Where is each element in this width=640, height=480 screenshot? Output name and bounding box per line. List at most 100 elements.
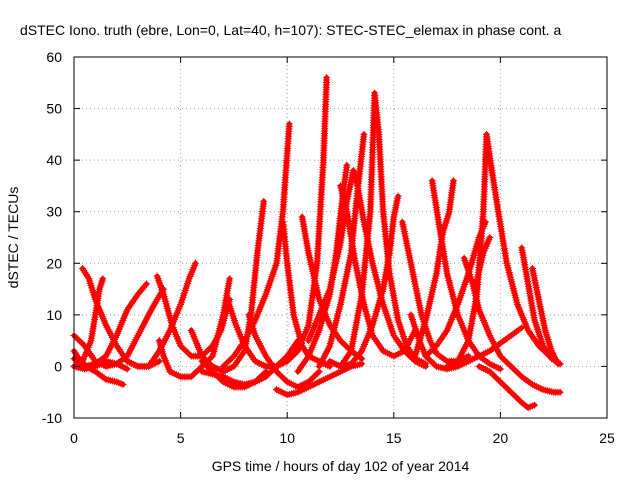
data-point-marker (434, 351, 442, 359)
data-point-marker (509, 330, 517, 338)
data-point-marker (489, 371, 497, 379)
x-tick-label: 5 (177, 430, 185, 446)
data-point-marker (518, 373, 526, 381)
data-point-marker (312, 371, 320, 379)
y-tick-label: 20 (46, 255, 62, 271)
data-point-marker (498, 380, 506, 388)
data-point-marker (482, 357, 490, 365)
data-point-marker (274, 369, 282, 377)
data-point-marker (425, 349, 433, 357)
data-point-marker (155, 357, 163, 365)
data-point-marker (516, 371, 524, 379)
data-point-marker (203, 347, 211, 355)
y-tick-label: 10 (46, 307, 62, 323)
y-tick-label: 30 (46, 204, 62, 220)
data-points (70, 74, 564, 412)
data-point-marker (223, 359, 231, 367)
data-point-marker (187, 373, 195, 381)
data-point-marker (313, 369, 321, 377)
data-point-marker (486, 234, 494, 241)
data-point-marker (285, 120, 293, 128)
y-tick-label: -10 (42, 410, 62, 426)
data-point-marker (99, 275, 107, 283)
data-point-marker (358, 355, 366, 363)
data-point-marker (138, 285, 146, 293)
data-point-marker (479, 355, 487, 363)
data-point-marker (511, 366, 519, 374)
data-point-marker (531, 401, 539, 409)
data-point-marker (180, 345, 188, 353)
data-point-marker (182, 347, 190, 355)
data-point-marker (200, 359, 208, 367)
y-axis-ticks: -10 0 10 20 30 40 50 60 (42, 49, 607, 426)
data-point-marker (507, 362, 515, 370)
data-point-marker (505, 333, 513, 341)
data-point-marker (500, 356, 508, 364)
y-tick-label: 40 (46, 152, 62, 168)
data-point-marker (424, 350, 432, 358)
data-point-marker (340, 340, 348, 348)
data-point-marker (140, 283, 148, 291)
data-point-marker (523, 377, 531, 385)
data-point-marker (178, 344, 186, 352)
data-point-marker (262, 373, 270, 381)
x-tick-label: 20 (493, 430, 509, 446)
data-point-marker (281, 376, 289, 384)
data-point-marker (498, 338, 506, 346)
data-point-marker (191, 369, 199, 377)
data-point-marker (264, 371, 272, 379)
data-point-marker (488, 369, 496, 377)
data-point-marker (278, 373, 286, 381)
data-point-marker (198, 357, 206, 365)
y-tick-label: 60 (46, 49, 62, 65)
data-point-marker (507, 331, 515, 339)
x-tick-label: 10 (279, 430, 295, 446)
data-point-marker (226, 275, 234, 283)
x-tick-label: 25 (599, 430, 615, 446)
data-point-marker (519, 374, 527, 382)
data-point-marker (436, 352, 444, 360)
data-point-marker (210, 369, 218, 377)
data-point-marker (514, 326, 522, 334)
data-point-marker (276, 371, 284, 379)
data-point-marker (422, 360, 430, 368)
data-point-marker (228, 354, 236, 362)
y-axis-label: dSTEC / TECUs (5, 187, 21, 289)
data-point-marker (441, 356, 449, 364)
data-point-marker (500, 381, 508, 389)
data-point-marker (525, 378, 533, 386)
data-point-marker (495, 376, 503, 384)
data-point-marker (427, 357, 435, 365)
data-point-marker (74, 335, 82, 343)
data-point-marker (226, 356, 234, 364)
data-point-marker (486, 347, 494, 355)
data-point-marker (475, 352, 483, 360)
data-point-marker (100, 374, 108, 382)
x-tick-label: 0 (70, 430, 78, 446)
data-point-marker (496, 339, 504, 347)
data-point-marker (308, 374, 316, 382)
data-point-marker (477, 353, 485, 361)
data-point-marker (496, 365, 504, 373)
data-point-marker (207, 366, 215, 374)
data-point-marker (292, 349, 300, 357)
data-point-marker (422, 352, 430, 360)
data-point-marker (283, 357, 291, 365)
data-point-marker (507, 388, 515, 396)
data-point-marker (189, 371, 197, 379)
data-point-marker (504, 359, 512, 367)
data-point-marker (425, 356, 433, 364)
data-point-marker (323, 74, 331, 82)
data-point-marker (137, 287, 145, 295)
data-point-marker (512, 368, 520, 376)
data-point-marker (486, 368, 494, 376)
data-point-marker (480, 356, 488, 364)
data-point-marker (484, 359, 492, 367)
data-point-marker (123, 365, 131, 373)
data-point-marker (432, 350, 440, 358)
x-axis-label: GPS time / hours of day 102 of year 2014 (212, 458, 470, 474)
data-point-marker (185, 350, 193, 358)
data-point-marker (201, 361, 209, 369)
data-point-marker (338, 338, 346, 346)
